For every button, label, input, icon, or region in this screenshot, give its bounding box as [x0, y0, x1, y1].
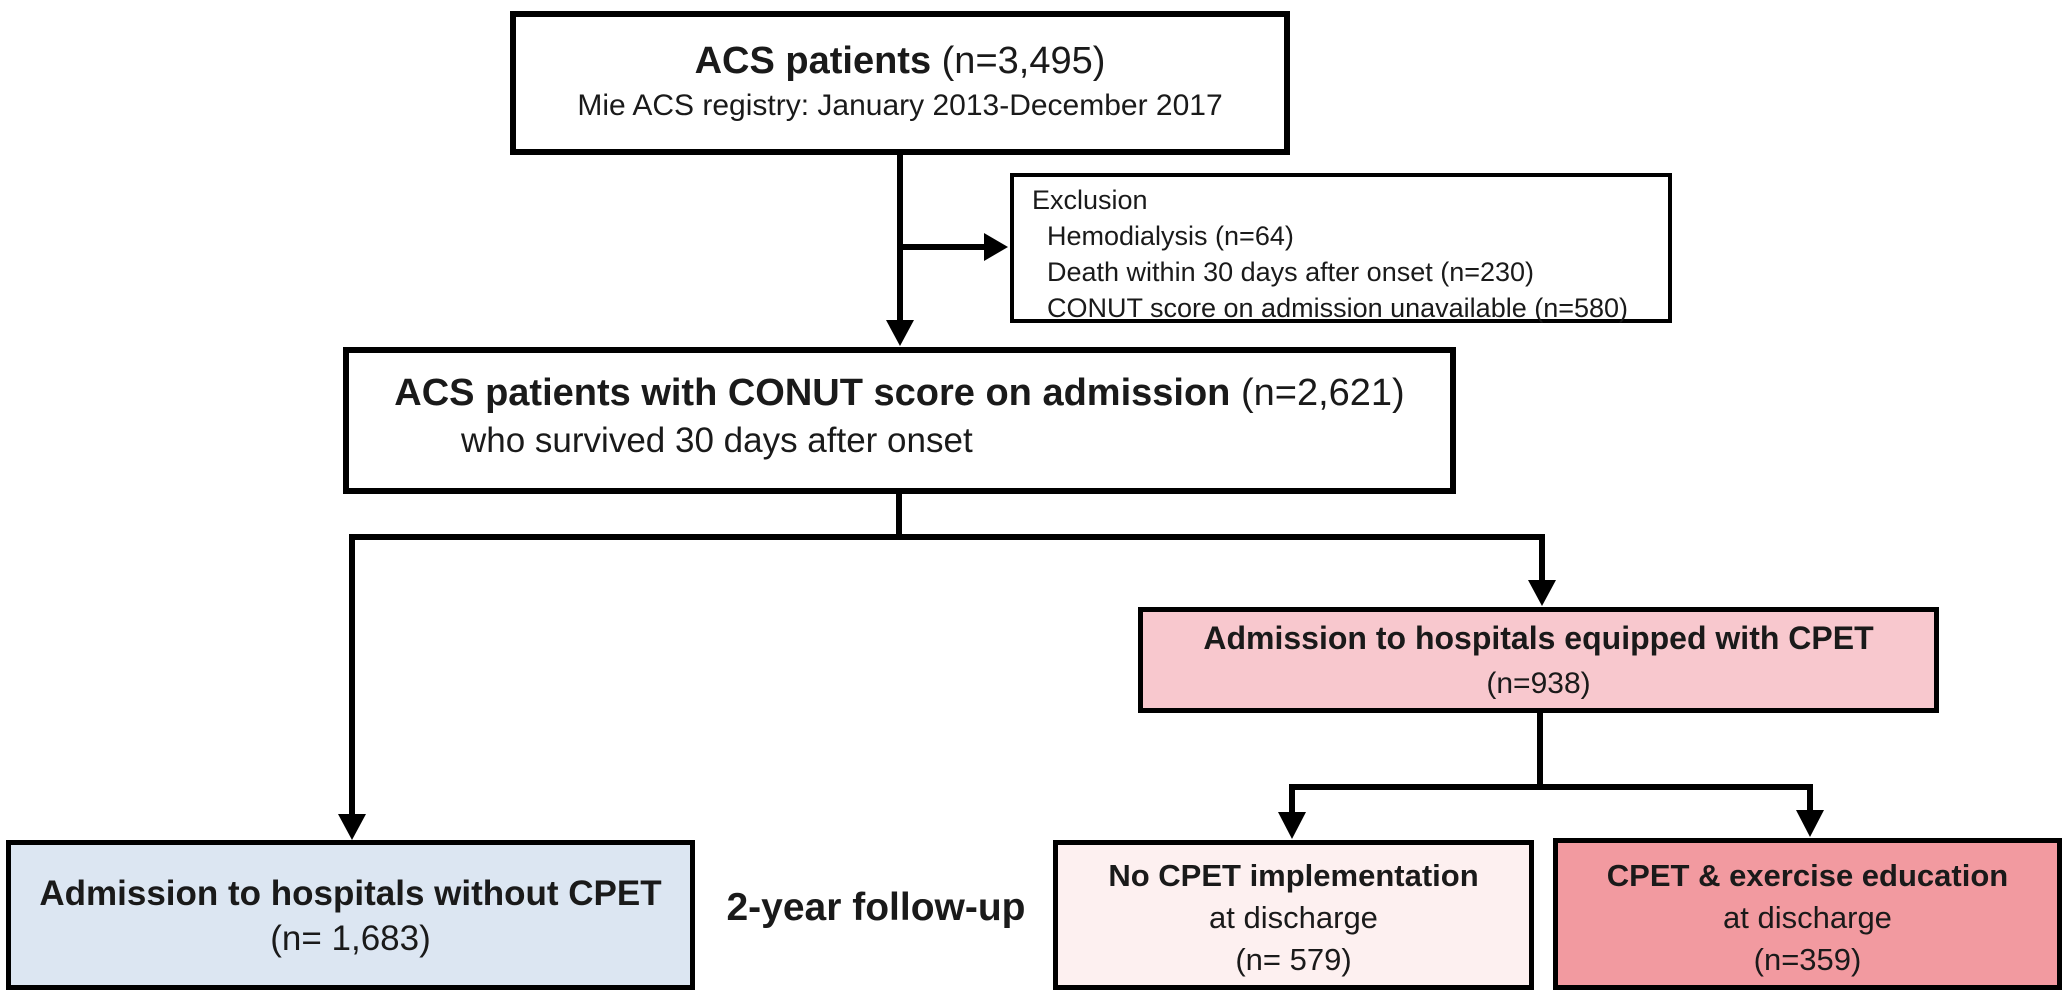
with-cpet-title: Admission to hospitals equipped with CPE…: [1203, 620, 1874, 656]
exclusion-item-death: Death within 30 days after onset (n=230): [1047, 257, 1535, 287]
cohort-subtitle: who survived 30 days after onset: [461, 421, 973, 460]
arrowhead-down-icon: [1796, 810, 1824, 837]
cpet-education-title: CPET & exercise education: [1606, 858, 2009, 893]
no-cpet-count: (n= 579): [1235, 942, 1352, 977]
arrowhead-right-icon: [984, 233, 1008, 261]
acs-patients-count: (n=3,495): [931, 40, 1106, 82]
exclusion-box: Exclusion Hemodialysis (n=64) Death with…: [1010, 173, 1672, 323]
followup-label: 2-year follow-up: [726, 886, 1026, 929]
arrowhead-down-icon: [1528, 580, 1556, 606]
without-cpet-title: Admission to hospitals without CPET: [39, 874, 662, 913]
cpet-education-count: (n=359): [1753, 942, 1862, 977]
arrowhead-down-icon: [338, 814, 366, 840]
cpet-education-box: CPET & exercise education at discharge (…: [1553, 838, 2062, 990]
arrowhead-down-icon: [886, 320, 914, 346]
exclusion-item-hemodialysis: Hemodialysis (n=64): [1047, 221, 1294, 251]
with-cpet-box: Admission to hospitals equipped with CPE…: [1138, 607, 1939, 713]
cohort-title: ACS patients with CONUT score on admissi…: [349, 369, 1450, 417]
acs-patients-title-text: ACS patients: [694, 40, 932, 82]
acs-patients-box: ACS patients (n=3,495) Mie ACS registry:…: [510, 11, 1290, 155]
without-cpet-count: (n= 1,683): [270, 919, 431, 958]
cpet-education-line2: at discharge: [1723, 900, 1892, 935]
cohort-count: (n=2,621): [1230, 372, 1405, 414]
cohort-box: ACS patients with CONUT score on admissi…: [343, 347, 1456, 494]
exclusion-heading: Exclusion: [1032, 185, 1148, 215]
arrowhead-down-icon: [1278, 812, 1306, 839]
no-cpet-title: No CPET implementation: [1108, 858, 1479, 893]
with-cpet-count: (n=938): [1486, 667, 1591, 700]
exclusion-item-conut-unavailable: CONUT score on admission unavailable (n=…: [1047, 293, 1629, 323]
no-cpet-line2: at discharge: [1209, 900, 1378, 935]
connector-cpet-split: [1289, 711, 1813, 816]
acs-patients-title: ACS patients (n=3,495): [516, 37, 1284, 85]
without-cpet-box: Admission to hospitals without CPET (n= …: [6, 840, 695, 990]
cohort-title-text: ACS patients with CONUT score on admissi…: [394, 372, 1231, 414]
registry-subtitle: Mie ACS registry: January 2013-December …: [577, 89, 1223, 122]
no-cpet-implementation-box: No CPET implementation at discharge (n= …: [1053, 840, 1534, 990]
